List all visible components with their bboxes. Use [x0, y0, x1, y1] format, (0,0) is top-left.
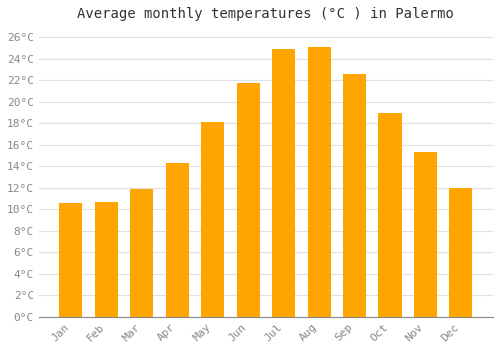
Bar	[166, 163, 189, 317]
Bar	[308, 47, 330, 317]
Bar	[60, 203, 82, 317]
Bar	[201, 122, 224, 317]
Bar	[95, 202, 118, 317]
Bar	[130, 189, 154, 317]
Bar	[450, 188, 472, 317]
Bar	[236, 83, 260, 317]
Bar	[378, 113, 402, 317]
Title: Average monthly temperatures (°C ) in Palermo: Average monthly temperatures (°C ) in Pa…	[78, 7, 454, 21]
Bar	[414, 152, 437, 317]
Bar	[272, 49, 295, 317]
Bar	[343, 74, 366, 317]
